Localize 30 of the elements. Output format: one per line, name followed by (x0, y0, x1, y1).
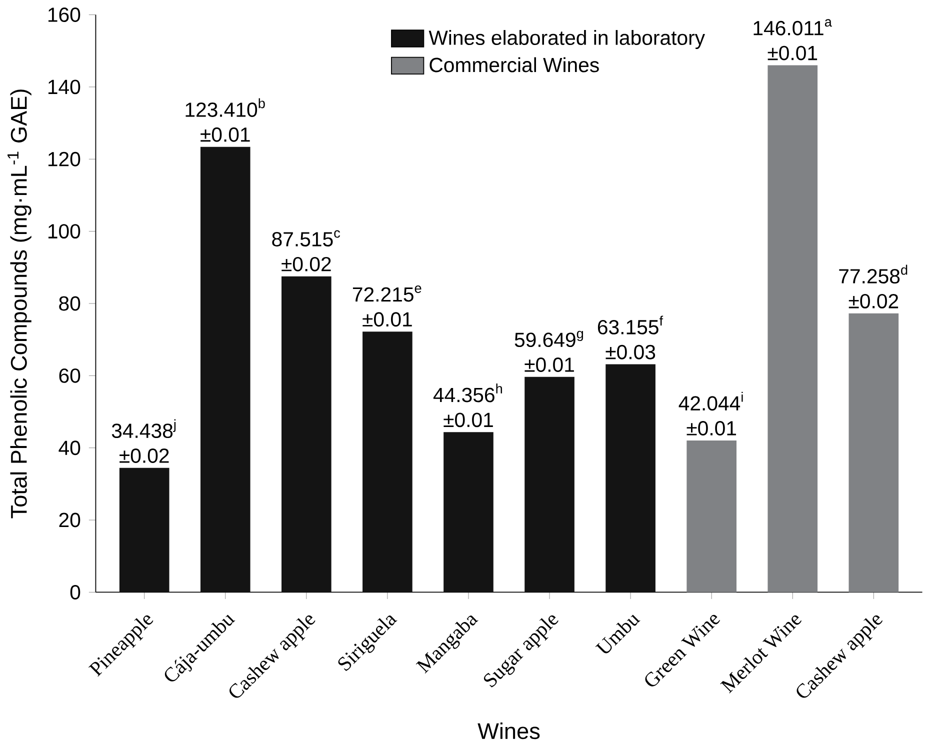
text: 72.215$^{e}$ ±0.01 (352, 286, 422, 327)
text: 87.515$^{c}$ ±0.02 (272, 230, 340, 272)
text: 77.258$^{d}$ ±0.02 (839, 264, 908, 309)
legend-label: Wines elaborated in laboratory (428, 30, 706, 50)
x-axis-title: Wines (478, 722, 540, 740)
bar (524, 377, 574, 592)
bar (119, 468, 170, 592)
bar (606, 364, 656, 592)
text: 63.155$^{f}$ ±0.03 (598, 316, 664, 360)
y-tick-label: 20 (59, 512, 80, 528)
y-tick-label: 120 (48, 152, 80, 167)
text: 146.011$^{a}$ ±0.01 (754, 19, 832, 60)
y-tick-label: 80 (59, 296, 80, 311)
y-tick-label: 140 (48, 80, 80, 94)
y-tick-label: 0 (70, 585, 80, 600)
y-tick-label: 60 (59, 368, 80, 384)
text: 123.410$^{b}$ ±0.01 (186, 98, 265, 142)
bar (362, 332, 412, 592)
y-tick-label: 100 (48, 224, 80, 239)
bar (200, 146, 250, 592)
y-axis-title: Total Phenolic Compounds (mg·mL$^{-1}$ GAE) (8, 90, 32, 518)
y-tick-label: 40 (58, 440, 80, 456)
y-tick-label: 160 (48, 8, 80, 22)
text: 59.649$^{g}$ ±0.01 (514, 331, 584, 372)
text: 44.356$^{h}$ ±0.01 (433, 384, 502, 428)
text: 34.438$^{j}$ ±0.02 (112, 419, 176, 464)
bar (444, 432, 494, 592)
text: 42.044$^{i}$ ±0.01 (678, 392, 743, 436)
legend-label: Commercial Wines (430, 57, 599, 72)
bar (282, 276, 332, 592)
